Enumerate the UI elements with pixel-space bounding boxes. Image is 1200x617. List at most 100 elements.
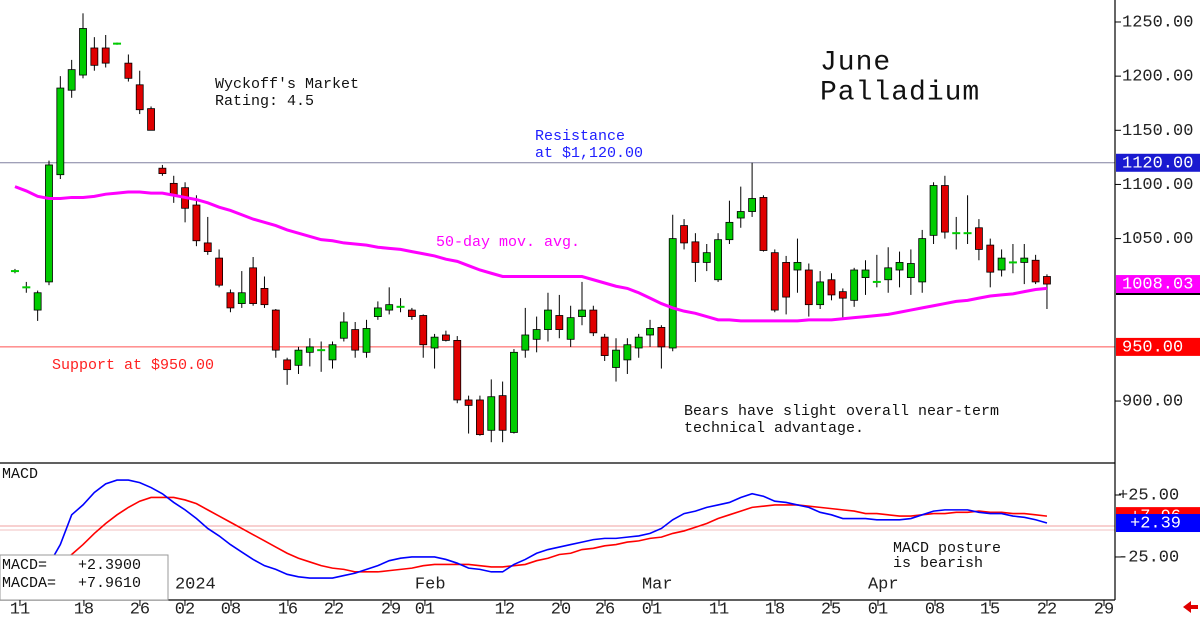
x-tick-label: 11	[10, 600, 30, 617]
candle-body	[918, 238, 927, 283]
candle-body	[566, 317, 575, 340]
x-period-label: Feb	[415, 575, 446, 594]
candle-body	[1043, 276, 1051, 285]
candle-body	[850, 269, 859, 301]
candle-body	[997, 257, 1006, 271]
candle-body	[192, 204, 201, 242]
x-tick-label: 01	[415, 600, 435, 617]
macd-line	[48, 479, 1048, 579]
candle-body	[782, 262, 791, 298]
candle-body	[271, 309, 280, 351]
end-value-box	[1116, 514, 1200, 533]
macd-note: is bearish	[893, 555, 983, 572]
candle-body	[56, 87, 65, 176]
x-tick-label: 22	[324, 600, 344, 617]
y-tick-label: 900.00	[1122, 393, 1183, 412]
candle-body	[521, 334, 530, 351]
level-label: 950.00	[1122, 338, 1183, 357]
x-tick-label: 25	[821, 600, 841, 617]
x-tick-label: 08	[925, 600, 945, 617]
candle-body	[600, 336, 609, 356]
x-tick-label: 11	[709, 600, 729, 617]
candle-body	[294, 349, 303, 366]
candle-body	[940, 185, 949, 233]
candle-body	[555, 315, 564, 330]
x-tick-label: 18	[765, 600, 785, 617]
candle-body	[634, 336, 643, 349]
candle-body	[260, 288, 269, 306]
candle-body	[612, 349, 620, 368]
y-tick-label: 1200.00	[1122, 68, 1193, 87]
candle-body	[793, 262, 802, 271]
candle-body	[657, 327, 666, 348]
candle-body	[578, 309, 586, 317]
level-label: 1120.00	[1122, 154, 1193, 173]
candle-body	[203, 242, 212, 252]
level-box	[1116, 337, 1200, 356]
candle-body	[906, 263, 915, 278]
candle-body	[67, 69, 76, 91]
y-tick-label: 1250.00	[1122, 13, 1193, 32]
candle-body	[975, 227, 983, 250]
candle-body	[487, 396, 496, 431]
readout-value: +2.3900	[78, 557, 141, 574]
candle-body	[476, 399, 484, 436]
candle-body	[135, 84, 144, 111]
macd-title: MACD	[2, 466, 38, 483]
candle-body	[986, 244, 995, 273]
candle-body	[748, 198, 757, 212]
price-plot	[10, 13, 1051, 443]
y-tick-label: 1050.00	[1122, 230, 1193, 249]
x-tick-label: 12	[495, 600, 515, 617]
candle-body	[79, 28, 87, 76]
candle-body	[929, 185, 938, 236]
resistance-text: Resistance	[535, 128, 625, 145]
candle-body	[215, 257, 223, 286]
rating-text: Rating: 4.5	[215, 93, 314, 110]
candle-body	[816, 281, 825, 306]
candle-body	[328, 344, 337, 361]
readout-label: MACDA=	[2, 575, 56, 592]
chart-title: Palladium	[820, 77, 980, 108]
candle-body	[453, 339, 462, 401]
candle-body	[884, 267, 893, 281]
end-value-label: +2.39	[1130, 515, 1181, 534]
candle-body	[589, 309, 598, 334]
y-tick-label: 1100.00	[1122, 176, 1193, 195]
macd-plot	[48, 479, 1048, 579]
x-tick-label: 02	[175, 600, 195, 617]
resistance-text: at $1,120.00	[535, 145, 643, 162]
candle-body	[237, 292, 246, 304]
outlook-text: Bears have slight overall near-term	[684, 403, 999, 420]
candle-body	[305, 346, 314, 353]
candle-body	[498, 395, 507, 431]
x-tick-label: 08	[221, 600, 241, 617]
candle-body	[725, 221, 734, 241]
x-tick-label: 18	[74, 600, 94, 617]
x-period-label: Apr	[868, 575, 899, 594]
x-tick-label: 26	[130, 600, 150, 617]
candle-body	[680, 225, 688, 244]
moving-average-line	[14, 185, 1048, 323]
y-tick-label: 1150.00	[1122, 122, 1193, 141]
candle-body	[759, 197, 768, 251]
x-tick-label: 29	[1094, 600, 1114, 617]
y-tick-label: -25.00	[1118, 548, 1179, 567]
candle-body	[124, 62, 133, 79]
candle-body	[861, 269, 870, 278]
candle-body	[646, 328, 654, 336]
chart-title: June	[820, 47, 891, 78]
grid-layer	[0, 162, 1115, 531]
x-tick-label: 26	[595, 600, 615, 617]
candle-body	[532, 329, 541, 340]
candle-body	[544, 309, 552, 330]
x-tick-label: 16	[278, 600, 298, 617]
x-tick-label: 29	[381, 600, 401, 617]
candle-body	[339, 321, 348, 339]
candle-body	[668, 238, 677, 349]
candle-body	[373, 307, 382, 317]
candle-body	[895, 262, 904, 271]
